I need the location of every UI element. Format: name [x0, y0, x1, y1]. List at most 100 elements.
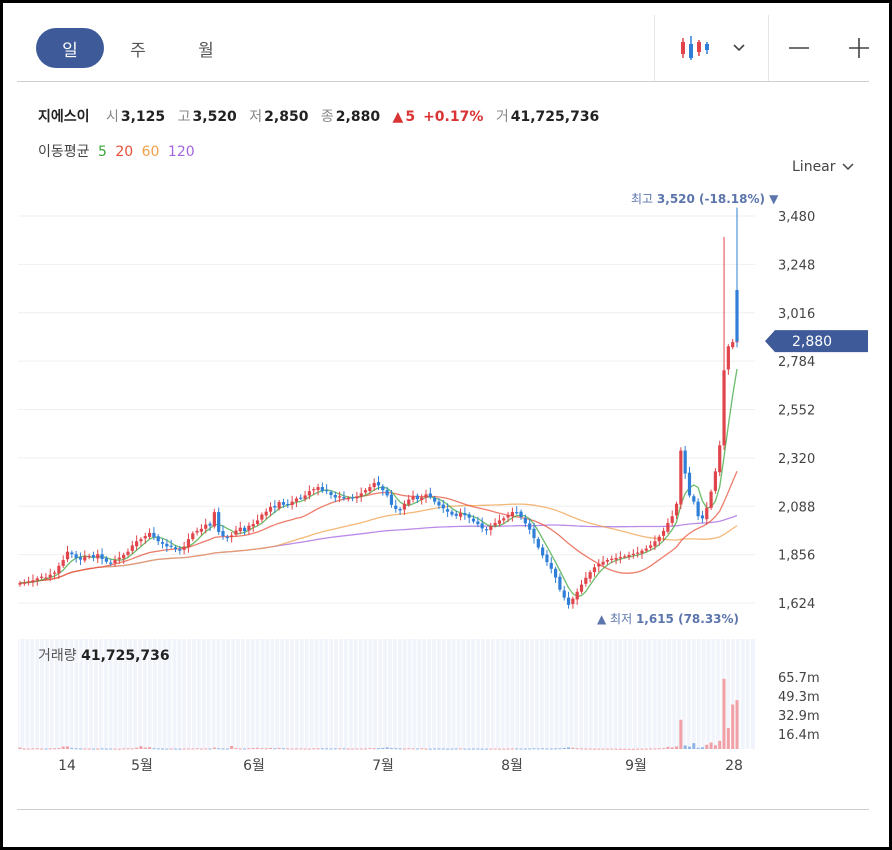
- candle: [346, 496, 350, 502]
- candle-body: [243, 527, 247, 532]
- volume-bar: [402, 748, 406, 750]
- candle: [165, 539, 169, 552]
- candle-body: [346, 498, 350, 500]
- candle-body: [523, 517, 527, 524]
- candle: [575, 588, 579, 605]
- candle-body: [584, 577, 588, 584]
- candle: [458, 508, 463, 521]
- volume-bar: [484, 748, 488, 750]
- candle: [117, 551, 121, 564]
- candle-body: [186, 539, 191, 548]
- tab-weekly[interactable]: 주: [130, 40, 146, 61]
- volume-bar: [631, 748, 635, 750]
- candle: [497, 514, 502, 527]
- current-price-label: 2,880: [792, 334, 832, 350]
- volume-bar: [208, 748, 212, 750]
- candle: [225, 534, 229, 542]
- volume-bar: [307, 748, 311, 750]
- volume-bar: [584, 748, 588, 750]
- volume-bar: [618, 748, 622, 750]
- volume-panel-label: 거래량 41,725,736: [38, 645, 170, 665]
- candle: [52, 570, 57, 579]
- candle: [510, 507, 514, 522]
- candle: [238, 521, 242, 535]
- candle: [139, 537, 143, 546]
- candle: [342, 491, 346, 501]
- zoom-in-button[interactable]: [829, 15, 889, 81]
- candle: [290, 495, 294, 510]
- candle: [57, 562, 61, 579]
- price-chart[interactable]: 3,480 3,248 3,016 2,784 2,552 2,320 2,088 1,856…: [3, 3, 889, 847]
- candle-body: [605, 560, 610, 562]
- candle: [394, 499, 398, 513]
- candle-body: [424, 494, 428, 498]
- scale-selector[interactable]: Linear: [792, 159, 854, 175]
- candle-body: [152, 532, 156, 538]
- candle: [476, 516, 480, 528]
- volume-bar: [70, 747, 74, 749]
- candle: [104, 556, 108, 564]
- volume-bar: [580, 748, 584, 750]
- candle-body: [385, 490, 389, 496]
- candle-body: [463, 513, 467, 516]
- candle-body: [411, 496, 415, 500]
- candle: [674, 501, 679, 520]
- candle-body: [96, 554, 100, 559]
- volume-bar: [437, 748, 441, 750]
- candle-body: [135, 541, 139, 547]
- candle-body: [510, 512, 514, 517]
- candle: [372, 478, 376, 491]
- candle: [333, 491, 337, 503]
- candle: [61, 555, 65, 568]
- volume-bar: [528, 748, 532, 750]
- candle: [601, 555, 605, 567]
- candle: [130, 540, 134, 554]
- candle-body: [407, 499, 411, 505]
- candle: [584, 571, 588, 587]
- candle: [325, 484, 329, 495]
- candle-body: [467, 514, 471, 518]
- candle: [454, 510, 458, 519]
- chart-type-selector[interactable]: [654, 15, 769, 81]
- candle-body: [696, 501, 700, 517]
- candle: [562, 585, 566, 601]
- candle: [402, 500, 407, 516]
- volume-bar: [489, 748, 493, 750]
- candle: [666, 518, 670, 534]
- candle: [636, 546, 640, 558]
- candle-body: [126, 551, 130, 555]
- volume-bar: [35, 748, 39, 750]
- tab-daily[interactable]: 일: [36, 28, 104, 68]
- volume-bar: [117, 748, 121, 750]
- candle: [368, 483, 372, 494]
- candle-body: [178, 549, 182, 551]
- candle-body: [528, 523, 532, 530]
- low-label: 저: [249, 109, 263, 125]
- volume-bar: [342, 748, 346, 750]
- candle: [135, 535, 139, 551]
- candle: [709, 489, 713, 511]
- candle-body: [113, 560, 117, 564]
- candle: [96, 549, 100, 563]
- candle: [588, 570, 592, 583]
- volume-bar: [18, 747, 22, 749]
- x-tick-label: 28: [725, 758, 743, 774]
- y-tick-label: 2,088: [778, 500, 815, 515]
- x-tick-label: 9월: [625, 758, 647, 774]
- candle: [18, 580, 22, 587]
- candle-body: [57, 565, 61, 574]
- volume-bar: [662, 748, 666, 750]
- candle: [523, 514, 527, 528]
- candle-body: [325, 489, 329, 492]
- candle: [169, 539, 173, 549]
- candle: [683, 445, 687, 479]
- candle: [221, 525, 225, 540]
- volume-bar: [329, 748, 333, 750]
- volume-bar: [122, 748, 126, 750]
- tab-monthly[interactable]: 월: [198, 40, 214, 61]
- volume-bar: [333, 748, 337, 750]
- volume-bar: [588, 748, 592, 750]
- zoom-out-button[interactable]: [769, 15, 829, 81]
- candle-body: [571, 598, 575, 605]
- candle: [83, 550, 87, 563]
